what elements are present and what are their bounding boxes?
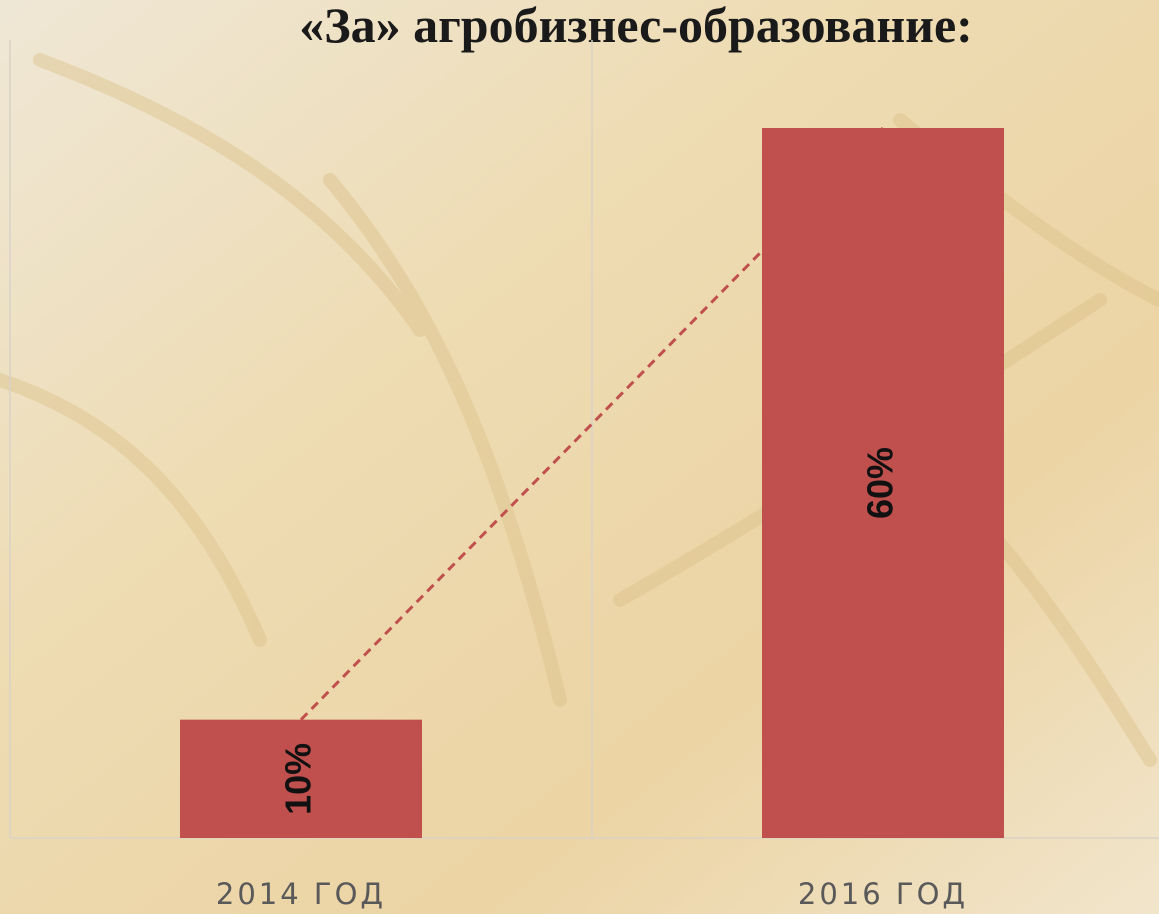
chart: «За» агробизнес-образование: 2014 ГОД 10%… — [0, 0, 1159, 914]
value-label: 10% — [278, 743, 319, 815]
x-tick-label: 2016 ГОД — [798, 877, 968, 911]
value-label: 60% — [860, 447, 901, 519]
x-tick-label: 2014 ГОД — [216, 877, 386, 911]
chart-title: «За» агробизнес-образование: — [299, 0, 973, 53]
